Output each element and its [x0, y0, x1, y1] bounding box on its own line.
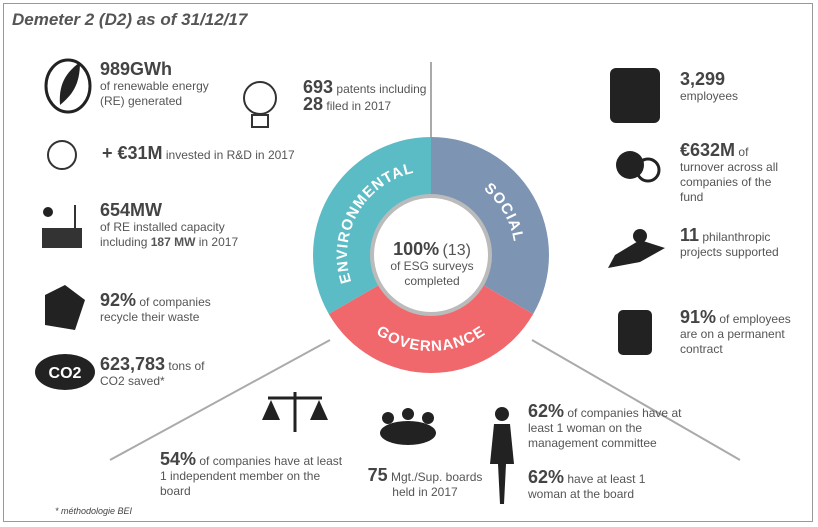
- stat: 54% of companies have at least 1 indepen…: [160, 452, 345, 499]
- text: filed in 2017: [326, 99, 391, 113]
- icon-text: CO2: [49, 365, 82, 382]
- icon: [422, 412, 434, 424]
- center-label: 100% (13)of ESG surveys completed: [378, 242, 486, 289]
- figure: 75: [368, 465, 388, 485]
- figure: 100%: [393, 239, 439, 259]
- figure: + €31M: [102, 143, 163, 163]
- icon: [60, 62, 80, 105]
- icon: [610, 68, 660, 123]
- figure: 989GWh: [100, 59, 172, 79]
- figure: 91%: [680, 307, 716, 327]
- icon: [380, 421, 436, 445]
- icon: [42, 228, 82, 248]
- stat: 693 patents including 28 filed in 2017: [303, 80, 428, 114]
- stat: 91% of employees are on a permanent cont…: [680, 310, 800, 357]
- icon: [618, 310, 652, 355]
- figure: 62%: [528, 401, 564, 421]
- footnote: * méthodologie BEI: [55, 506, 132, 516]
- stat: 11 philanthropic projects supported: [680, 228, 795, 260]
- text: of renewable energy (RE) generated: [100, 79, 209, 108]
- count: (13): [442, 242, 470, 259]
- figure: 623,783: [100, 354, 165, 374]
- figure: 11: [680, 225, 699, 245]
- icon: [244, 82, 276, 114]
- icon: [252, 115, 268, 127]
- stat: 62% of companies have at least 1 woman o…: [528, 404, 703, 451]
- text: of ESG surveys completed: [390, 259, 473, 288]
- figure: 92%: [100, 290, 136, 310]
- stat: 62% have at least 1 woman at the board: [528, 470, 668, 502]
- stat: + €31M invested in R&D in 2017: [102, 146, 312, 163]
- icon: [382, 412, 394, 424]
- text: Mgt./Sup. boards held in 2017: [391, 470, 482, 499]
- figure: 654MW: [100, 200, 162, 220]
- icon: [608, 240, 665, 268]
- figure: 28: [303, 94, 323, 114]
- stat: 623,783 tons of CO2 saved*: [100, 357, 230, 389]
- figure: 62%: [528, 467, 564, 487]
- icon: [43, 207, 53, 217]
- text: employees: [680, 89, 738, 103]
- icon: [402, 408, 414, 420]
- icon: [45, 285, 85, 330]
- page: Demeter 2 (D2) as of 31/12/17 ENVIRONMEN…: [0, 0, 818, 527]
- stat: 92% of companies recycle their waste: [100, 293, 240, 325]
- text: invested in R&D in 2017: [166, 148, 295, 162]
- figure: 3,299: [680, 69, 725, 89]
- icon: [495, 407, 509, 421]
- figure: 187 MW: [151, 235, 196, 249]
- stat: 75 Mgt./Sup. boards held in 2017: [365, 468, 485, 500]
- icon: [490, 424, 514, 504]
- icon: [633, 229, 647, 243]
- figure: €632M: [680, 140, 735, 160]
- text: patents including: [336, 82, 426, 96]
- icon: [48, 141, 76, 169]
- text: in 2017: [199, 235, 238, 249]
- figure: 54%: [160, 449, 196, 469]
- stat: €632M of turnover across all companies o…: [680, 143, 795, 205]
